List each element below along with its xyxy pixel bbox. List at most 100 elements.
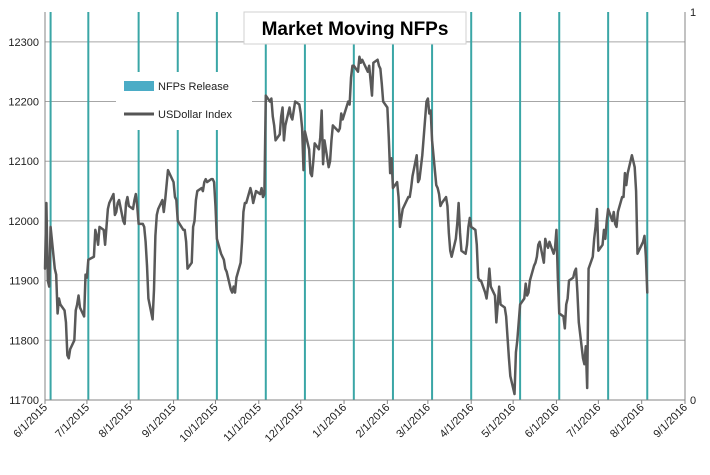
data-point-2015-12-15	[319, 136, 322, 139]
data-point-2015-08-31	[171, 178, 174, 181]
data-point-2015-11-16	[278, 133, 281, 136]
data-point-2015-10-13	[231, 291, 234, 294]
data-point-2015-09-21	[200, 187, 203, 189]
x-tick-label-2015-09-01: 9/1/2015	[140, 402, 179, 441]
data-point-2016-08-03	[643, 234, 646, 237]
data-point-2016-06-28	[593, 237, 596, 240]
data-point-2016-01-15	[362, 61, 365, 64]
data-point-2016-03-16	[447, 231, 450, 234]
data-point-2015-12-28	[337, 130, 340, 133]
data-point-2016-03-17	[449, 249, 452, 252]
data-point-2015-10-30	[255, 190, 257, 192]
data-point-2015-12-23	[330, 139, 333, 142]
data-point-2016-01-19	[368, 64, 371, 67]
data-point-2015-08-21	[157, 208, 160, 210]
data-point-2016-06-03	[558, 312, 561, 315]
data-point-2016-05-12	[527, 291, 530, 294]
x-tick-label-2015-07-01: 7/1/2015	[53, 402, 92, 441]
data-point-2015-07-09	[97, 243, 100, 246]
data-point-2016-06-09	[566, 297, 569, 300]
data-point-2016-05-09	[523, 297, 526, 300]
data-point-2015-11-12	[273, 124, 276, 127]
data-point-2016-01-20	[369, 79, 372, 82]
axes	[44, 12, 686, 404]
data-point-2015-08-20	[155, 214, 158, 216]
data-point-2015-06-05	[49, 225, 52, 228]
data-point-2015-07-14	[104, 243, 106, 246]
data-point-2016-02-10	[399, 225, 401, 228]
data-point-2016-01-05	[348, 103, 351, 106]
data-point-2015-11-11	[271, 115, 274, 118]
data-point-2016-08-04	[644, 255, 647, 258]
data-point-2015-11-10	[270, 97, 273, 100]
data-point-2016-03-03	[429, 109, 432, 112]
data-point-2016-02-01	[386, 106, 389, 109]
data-point-2015-10-20	[241, 240, 243, 243]
chart-title: Market Moving NFPs	[262, 19, 449, 40]
data-point-2016-03-08	[436, 187, 439, 189]
x-tick-label-2016-02-01: 2/1/2016	[354, 402, 393, 441]
data-point-2016-05-31	[554, 246, 556, 249]
data-point-2015-10-08	[224, 267, 227, 270]
data-point-2015-10-01	[214, 205, 217, 207]
data-point-2016-02-24	[418, 178, 421, 181]
data-point-2016-04-01	[470, 225, 473, 228]
data-point-2015-07-17	[108, 202, 111, 204]
data-point-2015-11-20	[284, 124, 287, 127]
data-point-2016-04-27	[506, 336, 509, 339]
data-point-2016-03-14	[445, 196, 447, 198]
data-point-2015-12-08	[309, 172, 312, 175]
data-point-2016-01-13	[359, 61, 362, 64]
data-point-2016-06-27	[591, 255, 594, 258]
x-tick-label-2015-12-01: 12/1/2015	[263, 402, 306, 445]
data-point-2015-07-15	[105, 225, 108, 228]
data-point-2016-06-06	[562, 315, 565, 318]
data-point-2016-04-13	[487, 285, 489, 288]
data-point-2015-06-15	[63, 309, 66, 312]
data-point-2015-12-21	[327, 166, 330, 169]
data-point-2016-02-23	[417, 181, 420, 184]
data-point-2016-03-31	[468, 217, 471, 219]
data-point-2015-07-30	[126, 196, 129, 198]
x-tick-label-2016-03-01: 3/1/2016	[394, 402, 433, 441]
data-point-2016-06-30	[596, 208, 598, 210]
data-point-2016-06-22	[584, 345, 587, 348]
data-point-2015-11-02	[259, 193, 262, 195]
data-point-2016-04-22	[499, 303, 502, 306]
data-point-2016-04-15	[489, 285, 492, 288]
data-point-2015-06-11	[58, 297, 60, 300]
data-point-2016-01-08	[352, 64, 355, 67]
data-point-2016-03-29	[466, 243, 468, 246]
data-point-2016-08-02	[642, 240, 644, 243]
data-point-2016-01-26	[378, 64, 380, 67]
data-point-2015-11-25	[291, 118, 294, 121]
data-point-2015-08-28	[167, 169, 169, 172]
data-point-2015-06-08	[53, 267, 56, 270]
data-point-2015-09-25	[206, 181, 208, 184]
data-point-2016-04-25	[503, 306, 506, 309]
legend-label-usdollar: USDollar Index	[158, 109, 232, 121]
data-point-2015-11-18	[281, 106, 284, 109]
data-point-2015-10-19	[239, 261, 242, 264]
data-point-2016-02-02	[387, 136, 390, 139]
data-point-2015-08-24	[161, 199, 164, 201]
data-point-2015-11-04	[262, 196, 264, 198]
data-point-2016-03-01	[426, 97, 429, 100]
data-point-2016-05-11	[526, 294, 528, 297]
data-point-2016-03-23	[457, 202, 460, 204]
data-point-2015-10-02	[215, 237, 218, 240]
data-point-2016-01-11	[357, 70, 359, 73]
data-point-2015-09-28	[210, 178, 213, 181]
data-point-2015-11-26	[292, 109, 295, 112]
data-point-2015-10-09	[225, 270, 228, 273]
data-point-2015-08-04	[133, 199, 136, 201]
data-point-2016-05-26	[547, 246, 549, 249]
data-point-2015-07-27	[122, 220, 125, 222]
data-point-2016-07-22	[626, 172, 629, 175]
data-point-2016-03-28	[464, 252, 467, 255]
data-point-2016-04-28	[508, 357, 510, 360]
data-point-2016-07-29	[636, 252, 639, 255]
data-point-2015-06-01	[44, 267, 46, 270]
y2-tick-label-1: 1	[690, 7, 696, 19]
data-point-2016-04-26	[505, 315, 508, 318]
